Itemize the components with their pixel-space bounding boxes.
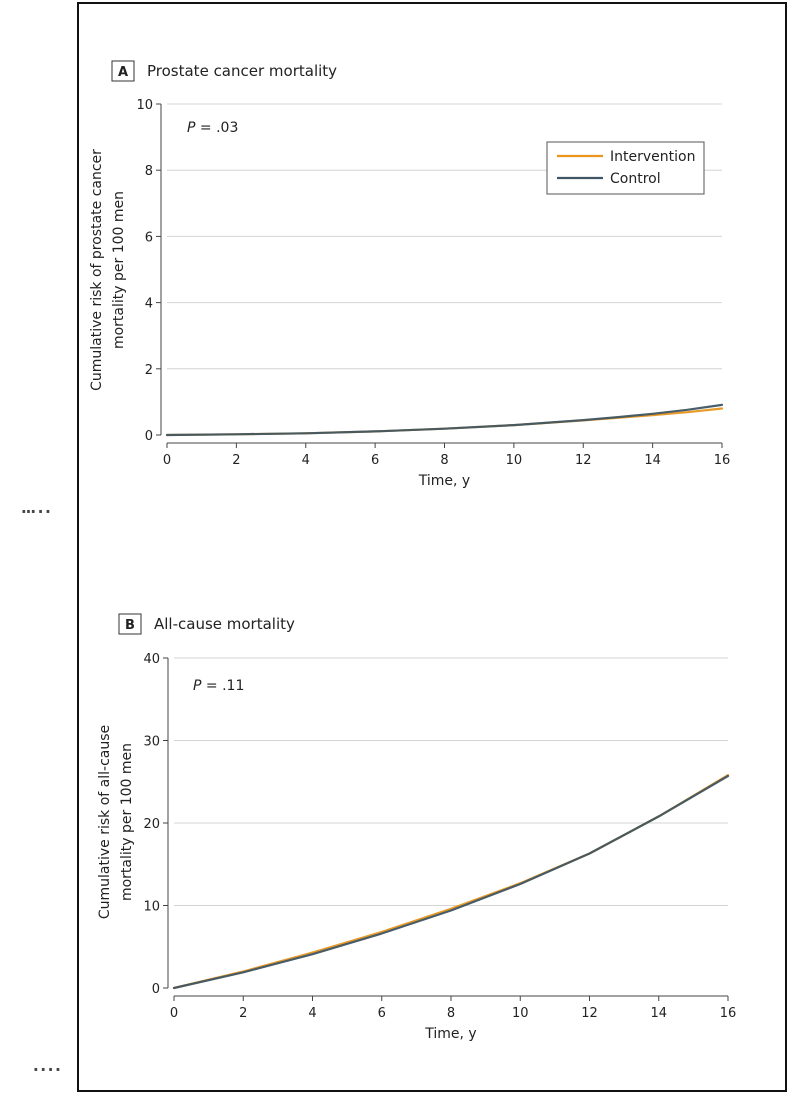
x-tick-label: 2 [232,453,240,468]
legend-label-control: Control [610,171,661,187]
y-axis-label: mortality per 100 men [119,743,135,901]
y-tick-label: 40 [143,652,160,667]
x-tick-label: 0 [170,1006,178,1021]
x-tick-label: 10 [512,1006,529,1021]
x-tick-label: 6 [378,1006,386,1021]
x-tick-label: 16 [720,1006,737,1021]
y-tick-label: 10 [136,98,153,113]
y-axis-label: Cumulative risk of all-cause [97,725,113,919]
y-tick-label: 4 [145,297,153,312]
panel-title: Prostate cancer mortality [147,62,337,80]
series-line-control [165,403,724,437]
x-tick-label: 10 [506,453,523,468]
cropped-text-fragment-a: ▪▪▪ ▪ ▪ [22,508,51,515]
chart-panel-b: B All-cause mortality 0 10 20 30 40 0 2 4 6 8 10 12 14… [97,613,737,1042]
x-tick-label: 8 [440,453,448,468]
y-tick-label: 30 [143,735,160,750]
p-value-annotation: P = .03 [187,120,238,136]
x-tick-label: 14 [644,453,661,468]
panel-letter-badge [111,60,135,82]
x-tick-label: 14 [650,1006,667,1021]
series-line-control [172,774,730,990]
y-tick-label: 2 [145,363,153,378]
panel-letter-badge [118,613,142,635]
panel-letter: B [125,618,135,633]
panel-letter: A [118,65,128,80]
x-tick-label: 16 [714,453,731,468]
x-tick-label: 8 [447,1006,455,1021]
x-tick-label: 4 [308,1006,316,1021]
y-tick-label: 20 [143,817,160,832]
x-tick-label: 12 [575,453,592,468]
y-tick-label: 0 [145,429,153,444]
series-line-intervention [172,773,730,990]
legend-box [546,141,705,195]
chart-panel-a: A Prostate cancer mortality 0 2 4 6 8 10 0 2 4 6 8 10… [89,60,731,489]
series-line-intervention [165,407,724,437]
x-axis-label: Time, y [418,473,470,489]
legend-label-intervention: Intervention [610,149,695,165]
cropped-text-fragment-b: ▪ ▪ ▪ ▪ [34,1066,61,1073]
x-tick-label: 6 [371,453,379,468]
panel-title: All-cause mortality [154,615,295,633]
y-axis-label: mortality per 100 men [111,191,127,349]
x-tick-label: 4 [302,453,310,468]
y-tick-label: 8 [145,164,153,179]
figure-frame [77,2,787,1092]
y-tick-label: 6 [145,230,153,245]
x-axis-label: Time, y [424,1026,476,1042]
x-tick-label: 0 [163,453,171,468]
x-tick-label: 12 [581,1006,598,1021]
y-axis-label: Cumulative risk of prostate cancer [89,149,105,391]
y-tick-label: 0 [152,982,160,997]
p-value-annotation: P = .11 [193,678,244,694]
y-tick-label: 10 [143,900,160,915]
x-tick-label: 2 [239,1006,247,1021]
legend: Intervention Control [546,141,705,195]
